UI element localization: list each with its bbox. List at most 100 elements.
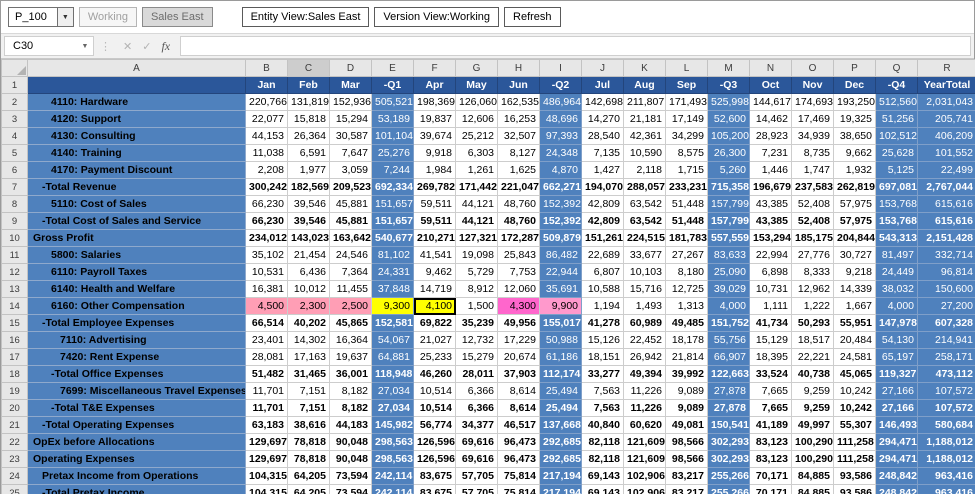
- col-header-D[interactable]: D: [329, 59, 372, 77]
- cell-L16[interactable]: 18,178: [665, 331, 708, 349]
- cell-L25[interactable]: 83,217: [665, 484, 708, 494]
- cell-D16[interactable]: 16,364: [329, 331, 372, 349]
- cell-O18[interactable]: 40,738: [791, 365, 834, 383]
- cell-M7[interactable]: 715,358: [707, 178, 750, 196]
- row-header-15[interactable]: 15: [1, 314, 28, 332]
- cell-Q23[interactable]: 294,471: [875, 450, 918, 468]
- cell-H17[interactable]: 20,674: [497, 348, 540, 366]
- cell-H24[interactable]: 75,814: [497, 467, 540, 485]
- cell-R13[interactable]: 150,600: [917, 280, 975, 298]
- cell-R11[interactable]: 332,714: [917, 246, 975, 264]
- col-header-R[interactable]: R: [917, 59, 975, 77]
- row-label-8[interactable]: 5110: Cost of Sales: [27, 195, 246, 213]
- cell-L1[interactable]: Sep: [665, 76, 708, 94]
- row-header-23[interactable]: 23: [1, 450, 28, 468]
- cell-G3[interactable]: 12,606: [455, 110, 498, 128]
- cell-B18[interactable]: 51,482: [245, 365, 288, 383]
- cell-L21[interactable]: 49,081: [665, 416, 708, 434]
- cell-D6[interactable]: 3,059: [329, 161, 372, 179]
- row-label-17[interactable]: 7420: Rent Expense: [27, 348, 246, 366]
- cell-C17[interactable]: 17,163: [287, 348, 330, 366]
- cell-O7[interactable]: 237,583: [791, 178, 834, 196]
- cell-F9[interactable]: 59,511: [413, 212, 456, 230]
- row-label-14[interactable]: 6160: Other Compensation: [27, 297, 246, 315]
- cell-N17[interactable]: 18,395: [749, 348, 792, 366]
- cell-E24[interactable]: 242,114: [371, 467, 414, 485]
- cell-L8[interactable]: 51,448: [665, 195, 708, 213]
- cell-Q22[interactable]: 294,471: [875, 433, 918, 451]
- col-header-P[interactable]: P: [833, 59, 876, 77]
- cell-O6[interactable]: 1,747: [791, 161, 834, 179]
- cell-K12[interactable]: 10,103: [623, 263, 666, 281]
- cell-Q17[interactable]: 65,197: [875, 348, 918, 366]
- cell-J4[interactable]: 28,540: [581, 127, 624, 145]
- cell-H12[interactable]: 7,753: [497, 263, 540, 281]
- cell-L18[interactable]: 39,992: [665, 365, 708, 383]
- cell-D23[interactable]: 90,048: [329, 450, 372, 468]
- cell-B2[interactable]: 220,766: [245, 93, 288, 111]
- row-label-22[interactable]: OpEx before Allocations: [27, 433, 246, 451]
- row-header-20[interactable]: 20: [1, 399, 28, 417]
- cell-L22[interactable]: 98,566: [665, 433, 708, 451]
- cell-B11[interactable]: 35,102: [245, 246, 288, 264]
- cell-E11[interactable]: 81,102: [371, 246, 414, 264]
- cell-G24[interactable]: 57,705: [455, 467, 498, 485]
- row-label-5[interactable]: 4140: Training: [27, 144, 246, 162]
- cell-F10[interactable]: 210,271: [413, 229, 456, 247]
- cell-F21[interactable]: 56,774: [413, 416, 456, 434]
- cell-K20[interactable]: 11,226: [623, 399, 666, 417]
- cell-D18[interactable]: 36,001: [329, 365, 372, 383]
- col-header-A[interactable]: A: [27, 59, 246, 77]
- cell-M12[interactable]: 25,090: [707, 263, 750, 281]
- cell-E18[interactable]: 118,948: [371, 365, 414, 383]
- cell-K22[interactable]: 121,609: [623, 433, 666, 451]
- cell-F13[interactable]: 14,719: [413, 280, 456, 298]
- cell-A1[interactable]: [27, 76, 246, 94]
- cell-R25[interactable]: 963,416: [917, 484, 975, 494]
- row-header-19[interactable]: 19: [1, 382, 28, 400]
- cell-C10[interactable]: 143,023: [287, 229, 330, 247]
- row-header-4[interactable]: 4: [1, 127, 28, 145]
- cell-D5[interactable]: 7,647: [329, 144, 372, 162]
- cell-F24[interactable]: 83,675: [413, 467, 456, 485]
- cell-F3[interactable]: 19,837: [413, 110, 456, 128]
- cell-K11[interactable]: 33,677: [623, 246, 666, 264]
- cell-D12[interactable]: 7,364: [329, 263, 372, 281]
- row-header-7[interactable]: 7: [1, 178, 28, 196]
- cell-I10[interactable]: 509,879: [539, 229, 582, 247]
- cell-K7[interactable]: 288,057: [623, 178, 666, 196]
- cell-N10[interactable]: 153,294: [749, 229, 792, 247]
- row-header-21[interactable]: 21: [1, 416, 28, 434]
- cell-I25[interactable]: 217,194: [539, 484, 582, 494]
- row-label-24[interactable]: Pretax Income from Operations: [27, 467, 246, 485]
- row-header-2[interactable]: 2: [1, 93, 28, 111]
- col-header-G[interactable]: G: [455, 59, 498, 77]
- combo-dropdown-icon[interactable]: ▼: [56, 8, 73, 26]
- row-header-1[interactable]: 1: [1, 76, 28, 94]
- cell-L12[interactable]: 8,180: [665, 263, 708, 281]
- sales-east-button[interactable]: Sales East: [141, 7, 213, 27]
- cell-F22[interactable]: 126,596: [413, 433, 456, 451]
- cell-F11[interactable]: 41,541: [413, 246, 456, 264]
- cell-N15[interactable]: 41,734: [749, 314, 792, 332]
- cell-Q10[interactable]: 543,313: [875, 229, 918, 247]
- cell-P21[interactable]: 55,307: [833, 416, 876, 434]
- cell-P22[interactable]: 111,258: [833, 433, 876, 451]
- cell-K6[interactable]: 2,118: [623, 161, 666, 179]
- cell-I12[interactable]: 22,944: [539, 263, 582, 281]
- cell-B4[interactable]: 44,153: [245, 127, 288, 145]
- cell-O5[interactable]: 8,735: [791, 144, 834, 162]
- cell-E4[interactable]: 101,104: [371, 127, 414, 145]
- cell-O9[interactable]: 52,408: [791, 212, 834, 230]
- cell-O24[interactable]: 84,885: [791, 467, 834, 485]
- cell-E12[interactable]: 24,331: [371, 263, 414, 281]
- cell-Q20[interactable]: 27,166: [875, 399, 918, 417]
- cell-F6[interactable]: 1,984: [413, 161, 456, 179]
- col-header-I[interactable]: I: [539, 59, 582, 77]
- cell-K4[interactable]: 42,361: [623, 127, 666, 145]
- cell-D17[interactable]: 19,637: [329, 348, 372, 366]
- cell-D13[interactable]: 11,455: [329, 280, 372, 298]
- cell-P12[interactable]: 9,218: [833, 263, 876, 281]
- cell-J3[interactable]: 14,270: [581, 110, 624, 128]
- cell-E6[interactable]: 7,244: [371, 161, 414, 179]
